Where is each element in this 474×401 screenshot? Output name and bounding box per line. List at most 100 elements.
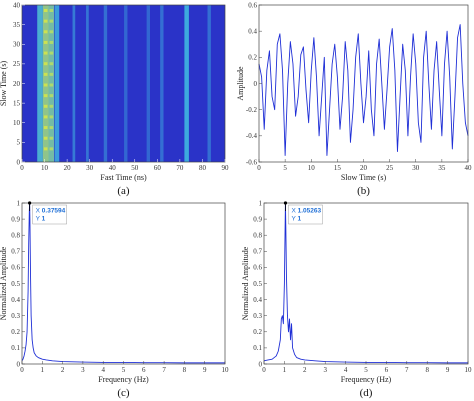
heatmap-cell: [49, 62, 54, 66]
x-axis-label: Frequency (Hz): [98, 375, 149, 384]
x-tick-label: 30: [412, 164, 420, 172]
x-tick-label: 40: [109, 164, 117, 172]
x-tick-label: 20: [64, 164, 72, 172]
y-tick-label: -0.6: [246, 158, 258, 166]
chart-b: 0 5 10 15 20 25 30 35 40 -0.6 -0.4 -0.2 0 0.2 0.4 0.6 Sl…: [236, 1, 472, 197]
heatmap-cell: [43, 115, 48, 119]
heatmap-column: [124, 5, 128, 162]
datatip-y-text: Y 1: [36, 216, 46, 223]
x-tick-label: 35: [438, 164, 446, 172]
x-tick-label: 1: [283, 366, 287, 374]
heatmap-cell: [43, 104, 48, 108]
y-tick-label: 25: [13, 60, 21, 68]
y-tick-label: -0.2: [246, 106, 258, 114]
y-tick-label: 0: [17, 360, 21, 368]
x-tick-label: 25: [386, 164, 394, 172]
datatip-y-label: Y: [36, 216, 42, 223]
x-tick-label: 20: [360, 164, 368, 172]
y-tick-label: 15: [13, 99, 21, 107]
x-tick-label: 3: [81, 366, 85, 374]
datatip-y-text: Y 1: [291, 216, 301, 223]
y-tick-label: -0.4: [246, 132, 258, 140]
y-tick-label: 0.3: [253, 312, 262, 320]
y-tick-label: 0.6: [253, 264, 262, 272]
y-tick-label: 1: [259, 199, 263, 207]
x-tick-label: 0: [20, 164, 24, 172]
panel-caption: (d): [360, 387, 373, 399]
heatmap-column: [207, 5, 211, 162]
heatmap-cell: [43, 126, 48, 130]
x-axis-label: Frequency (Hz): [341, 375, 392, 384]
heatmap-cell: [49, 30, 54, 34]
y-tick-label: 0.9: [253, 215, 262, 223]
plot-background: [264, 203, 468, 364]
y-tick-label: 0.4: [248, 27, 257, 35]
x-tick-label: 8: [425, 366, 429, 374]
heatmap-cell: [49, 104, 54, 108]
x-tick-label: 90: [222, 164, 230, 172]
heatmap-column: [184, 5, 189, 162]
heatmap-column: [86, 5, 89, 162]
heatmap-cell: [43, 147, 48, 151]
x-tick-label: 5: [122, 366, 126, 374]
y-tick-label: 30: [13, 41, 21, 49]
heatmap-cell: [43, 62, 48, 66]
heatmap-column: [54, 5, 60, 162]
heatmap-cell: [43, 94, 48, 98]
heatmap-column: [72, 5, 76, 162]
x-tick-label: 7: [162, 366, 166, 374]
y-tick-label: 35: [13, 21, 21, 29]
y-tick-label: 0.5: [11, 280, 20, 288]
x-tick-label: 70: [176, 164, 184, 172]
datatip-x-label: X: [291, 208, 297, 215]
series-line: [263, 202, 468, 364]
y-tick-label: 10: [13, 119, 21, 127]
x-tick-label: 5: [364, 366, 368, 374]
y-tick-label: 0.1: [11, 344, 20, 352]
heatmap-cell: [43, 136, 48, 140]
y-tick-label: 0.3: [11, 312, 20, 320]
heatmap-column: [103, 5, 108, 162]
x-tick-label: 1: [41, 366, 45, 374]
y-axis-label: Slow Time (s): [0, 60, 8, 106]
y-tick-label: 0.8: [11, 232, 20, 240]
y-tick-label: 0: [17, 158, 21, 166]
y-tick-label: 0.7: [11, 248, 20, 256]
y-tick-label: 0.4: [11, 296, 20, 304]
x-tick-label: 10: [308, 164, 316, 172]
y-tick-label: 0.1: [253, 344, 262, 352]
x-tick-label: 7: [405, 366, 409, 374]
chart-d: 0 1 2 3 4 5 6 7 8 9 10 0 0.1 0.2 0.3 0.4 0.5 0.6 0.7 0.8 0.9…: [241, 199, 472, 399]
heatmap-column: [37, 5, 43, 162]
x-tick-label: 9: [203, 366, 207, 374]
y-tick-label: 0: [254, 80, 258, 88]
datatip-x-text: X 0.37594: [36, 208, 66, 215]
heatmap-cell: [49, 136, 54, 140]
y-tick-label: 1: [17, 199, 21, 207]
panel-caption: (c): [117, 387, 130, 399]
x-tick-label: 8: [183, 366, 187, 374]
datatip-x-label: X: [36, 208, 42, 215]
y-tick-label: 0: [259, 360, 263, 368]
x-tick-label: 50: [131, 164, 139, 172]
datatip-point: [283, 201, 288, 205]
y-axis-label: Normalized Amplitude: [241, 246, 250, 320]
y-axis-label: Normalized Amplitude: [0, 246, 8, 320]
x-tick-label: 40: [465, 164, 473, 172]
panel-caption: (b): [357, 185, 370, 197]
x-tick-label: 2: [61, 366, 65, 374]
datatip-x-value: 0.37594: [42, 208, 66, 215]
panel-caption: (a): [117, 185, 130, 197]
x-tick-label: 10: [222, 366, 230, 374]
series-line: [258, 24, 469, 156]
heatmap-cell: [49, 94, 54, 98]
x-tick-label: 3: [323, 366, 327, 374]
datatip-y-label: Y: [291, 216, 297, 223]
x-tick-label: 0: [262, 366, 266, 374]
y-axis-label: Amplitude: [236, 66, 245, 101]
heatmap-cell: [43, 19, 48, 23]
heatmap-cell: [43, 30, 48, 34]
y-tick-label: 0.5: [253, 280, 262, 288]
heatmap-cell: [43, 51, 48, 55]
y-tick-label: 0.4: [253, 296, 262, 304]
